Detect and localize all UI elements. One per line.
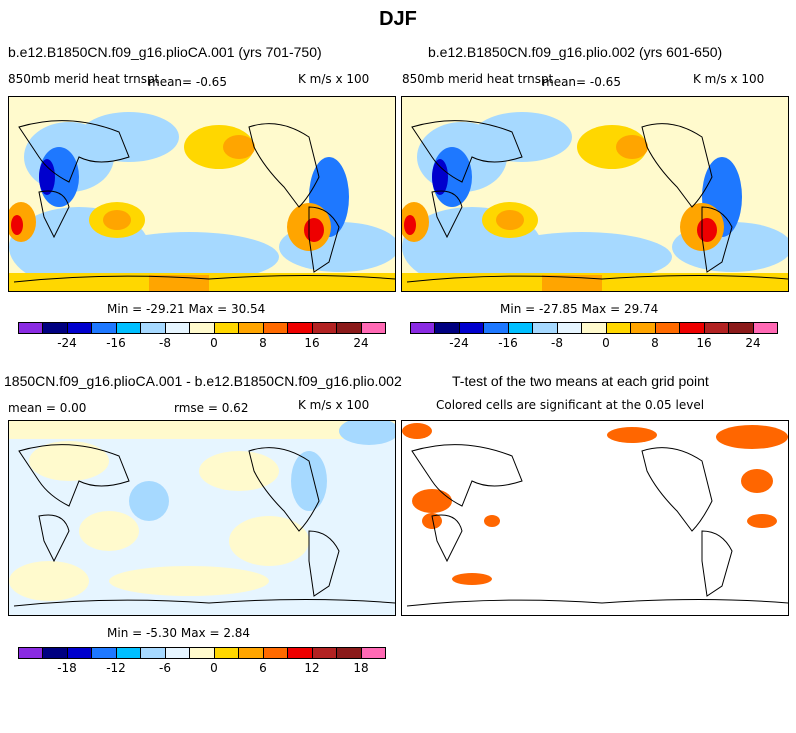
top-left-minmax: Min = -29.21 Max = 30.54 bbox=[107, 302, 266, 316]
colorbar-swatch bbox=[680, 323, 705, 333]
colorbar-swatch bbox=[337, 323, 362, 333]
colorbar-tick: 16 bbox=[696, 336, 712, 350]
top-left-units: K m/s x 100 bbox=[298, 72, 370, 86]
top-right-colorbar bbox=[410, 322, 778, 334]
bottom-left-diff-title: 1850CN.f09_g16.plioCA.001 - b.e12.B1850C… bbox=[4, 373, 402, 389]
bottom-left-map-field bbox=[9, 421, 395, 615]
colorbar-tick: 24 bbox=[353, 336, 369, 350]
colorbar-swatch bbox=[214, 323, 240, 333]
colorbar-swatch bbox=[67, 648, 93, 658]
colorbar-swatch bbox=[533, 323, 558, 333]
colorbar-tick: -6 bbox=[159, 661, 171, 675]
bottom-right-ttest-subtitle: Colored cells are significant at the 0.0… bbox=[436, 398, 705, 412]
colorbar-swatch bbox=[361, 648, 386, 658]
top-left-map bbox=[8, 96, 396, 292]
colorbar-swatch bbox=[435, 323, 460, 333]
colorbar-swatch bbox=[141, 648, 166, 658]
colorbar-swatch bbox=[116, 323, 142, 333]
colorbar-swatch bbox=[263, 323, 289, 333]
colorbar-tick: 0 bbox=[602, 336, 610, 350]
colorbar-swatch bbox=[288, 323, 313, 333]
top-left-map-field bbox=[9, 97, 395, 291]
bottom-left-map bbox=[8, 420, 396, 616]
colorbar-swatch bbox=[67, 323, 93, 333]
colorbar-swatch bbox=[484, 323, 509, 333]
colorbar-tick: 0 bbox=[210, 661, 218, 675]
top-left-variable: 850mb merid heat trnspt bbox=[8, 72, 160, 86]
bottom-left-minmax: Min = -5.30 Max = 2.84 bbox=[107, 626, 251, 640]
top-left-colorbar bbox=[18, 322, 386, 334]
bottom-left-colorbar bbox=[18, 647, 386, 659]
colorbar-tick: -16 bbox=[498, 336, 518, 350]
colorbar-swatch bbox=[312, 323, 338, 333]
colorbar-swatch bbox=[92, 323, 117, 333]
colorbar-swatch bbox=[190, 648, 215, 658]
colorbar-swatch bbox=[704, 323, 730, 333]
top-right-minmax: Min = -27.85 Max = 29.74 bbox=[500, 302, 659, 316]
colorbar-tick: -16 bbox=[106, 336, 126, 350]
colorbar-swatch bbox=[116, 648, 142, 658]
colorbar-swatch bbox=[239, 323, 264, 333]
colorbar-tick: 24 bbox=[745, 336, 761, 350]
colorbar-swatch bbox=[165, 648, 191, 658]
colorbar-swatch bbox=[337, 648, 362, 658]
colorbar-swatch bbox=[631, 323, 656, 333]
colorbar-swatch bbox=[729, 323, 754, 333]
colorbar-swatch bbox=[92, 648, 117, 658]
colorbar-swatch bbox=[606, 323, 632, 333]
bottom-left-units: K m/s x 100 bbox=[298, 398, 370, 412]
colorbar-swatch bbox=[190, 323, 215, 333]
colorbar-swatch bbox=[508, 323, 534, 333]
top-right-mean: mean= -0.65 bbox=[542, 75, 621, 89]
colorbar-swatch bbox=[141, 323, 166, 333]
top-left-case-title: b.e12.B1850CN.f09_g16.plioCA.001 (yrs 70… bbox=[8, 44, 322, 60]
bottom-left-rmse: rmse = 0.62 bbox=[174, 401, 249, 415]
colorbar-swatch bbox=[411, 323, 436, 333]
colorbar-swatch bbox=[361, 323, 386, 333]
colorbar-tick: 16 bbox=[304, 336, 320, 350]
top-right-map bbox=[401, 96, 789, 292]
colorbar-swatch bbox=[19, 323, 44, 333]
colorbar-tick: -8 bbox=[159, 336, 171, 350]
colorbar-swatch bbox=[19, 648, 44, 658]
colorbar-tick: 0 bbox=[210, 336, 218, 350]
colorbar-swatch bbox=[557, 323, 583, 333]
colorbar-swatch bbox=[459, 323, 485, 333]
top-left-mean: mean= -0.65 bbox=[148, 75, 227, 89]
colorbar-swatch bbox=[43, 648, 68, 658]
colorbar-swatch bbox=[582, 323, 607, 333]
colorbar-swatch bbox=[263, 648, 289, 658]
top-right-map-field bbox=[402, 97, 788, 291]
bottom-right-map-field bbox=[402, 421, 788, 615]
colorbar-tick: -12 bbox=[106, 661, 126, 675]
colorbar-swatch bbox=[239, 648, 264, 658]
colorbar-swatch bbox=[655, 323, 681, 333]
colorbar-tick: 8 bbox=[651, 336, 659, 350]
colorbar-tick: 8 bbox=[259, 336, 267, 350]
colorbar-swatch bbox=[214, 648, 240, 658]
colorbar-swatch bbox=[288, 648, 313, 658]
colorbar-swatch bbox=[165, 323, 191, 333]
top-right-case-title: b.e12.B1850CN.f09_g16.plio.002 (yrs 601-… bbox=[428, 44, 723, 60]
colorbar-swatch bbox=[43, 323, 68, 333]
bottom-right-map bbox=[401, 420, 789, 616]
colorbar-tick: -24 bbox=[57, 336, 77, 350]
bottom-right-ttest-title: T-test of the two means at each grid poi… bbox=[452, 373, 709, 389]
colorbar-swatch bbox=[312, 648, 338, 658]
colorbar-tick: -18 bbox=[57, 661, 77, 675]
top-right-units: K m/s x 100 bbox=[693, 72, 765, 86]
top-right-variable: 850mb merid heat trnspt bbox=[402, 72, 554, 86]
colorbar-tick: 12 bbox=[304, 661, 320, 675]
figure-title: DJF bbox=[379, 8, 417, 30]
colorbar-tick: 18 bbox=[353, 661, 369, 675]
colorbar-tick: -24 bbox=[449, 336, 469, 350]
colorbar-swatch bbox=[753, 323, 778, 333]
colorbar-tick: -8 bbox=[551, 336, 563, 350]
bottom-left-mean: mean = 0.00 bbox=[8, 401, 87, 415]
colorbar-tick: 6 bbox=[259, 661, 267, 675]
